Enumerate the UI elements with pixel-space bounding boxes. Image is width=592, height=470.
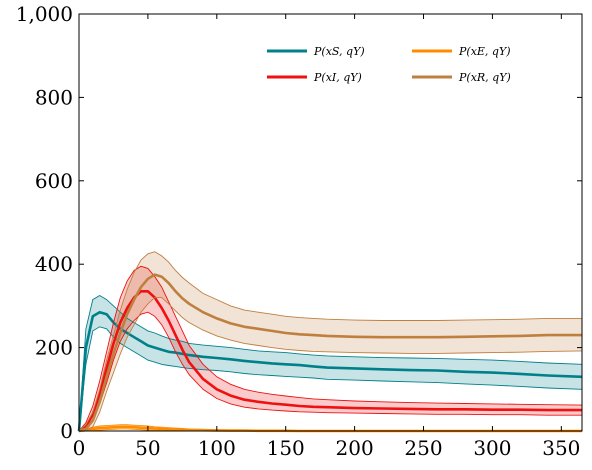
x-tick-label: 300: [473, 436, 511, 460]
legend-label: P(xI, qY): [313, 71, 362, 84]
y-tick-label: 200: [35, 336, 73, 360]
x-tick-label: 0: [73, 436, 86, 460]
y-tick-label: 600: [35, 169, 73, 193]
series-4-band: [79, 251, 582, 431]
series-3-band: [79, 266, 582, 431]
legend-label: P(xS, qY): [313, 45, 365, 58]
series-4-upper-line: [78, 251, 582, 432]
series-1-upper-line: [78, 294, 583, 432]
series-3-upper-line: [78, 265, 583, 432]
y-axis-tick-labels: 0 200 400 600 800 1,000: [16, 2, 73, 443]
y-tick-label: 1,000: [16, 2, 73, 26]
series-3-mean-line: [78, 289, 582, 433]
x-tick-label: 150: [267, 436, 305, 460]
y-tick-label: 400: [35, 252, 73, 276]
legend-label: P(xR, qY): [458, 71, 511, 84]
axis-ticks: [78, 13, 582, 432]
series-3-lower-line: [78, 311, 582, 432]
series-4-mean-line: [78, 273, 582, 433]
x-tick-label: 50: [135, 436, 160, 460]
y-tick-label: 0: [60, 419, 73, 443]
x-tick-label: 350: [542, 436, 580, 460]
series-4-lower-line: [79, 297, 583, 432]
series-lines: [77, 251, 583, 433]
x-tick-label: 250: [404, 436, 442, 460]
x-axis-tick-labels: 0 50 100 150 200 250 300 350: [73, 436, 581, 460]
legend: P(xS, qY) P(xE, qY) P(xI, qY) P(xR, qY): [267, 45, 511, 84]
series-1-band: [79, 295, 582, 431]
y-tick-label: 800: [35, 85, 73, 109]
plot-frame: [78, 13, 583, 432]
legend-label: P(xE, qY): [458, 45, 511, 58]
x-tick-label: 200: [336, 436, 374, 460]
x-tick-label: 100: [198, 436, 236, 460]
